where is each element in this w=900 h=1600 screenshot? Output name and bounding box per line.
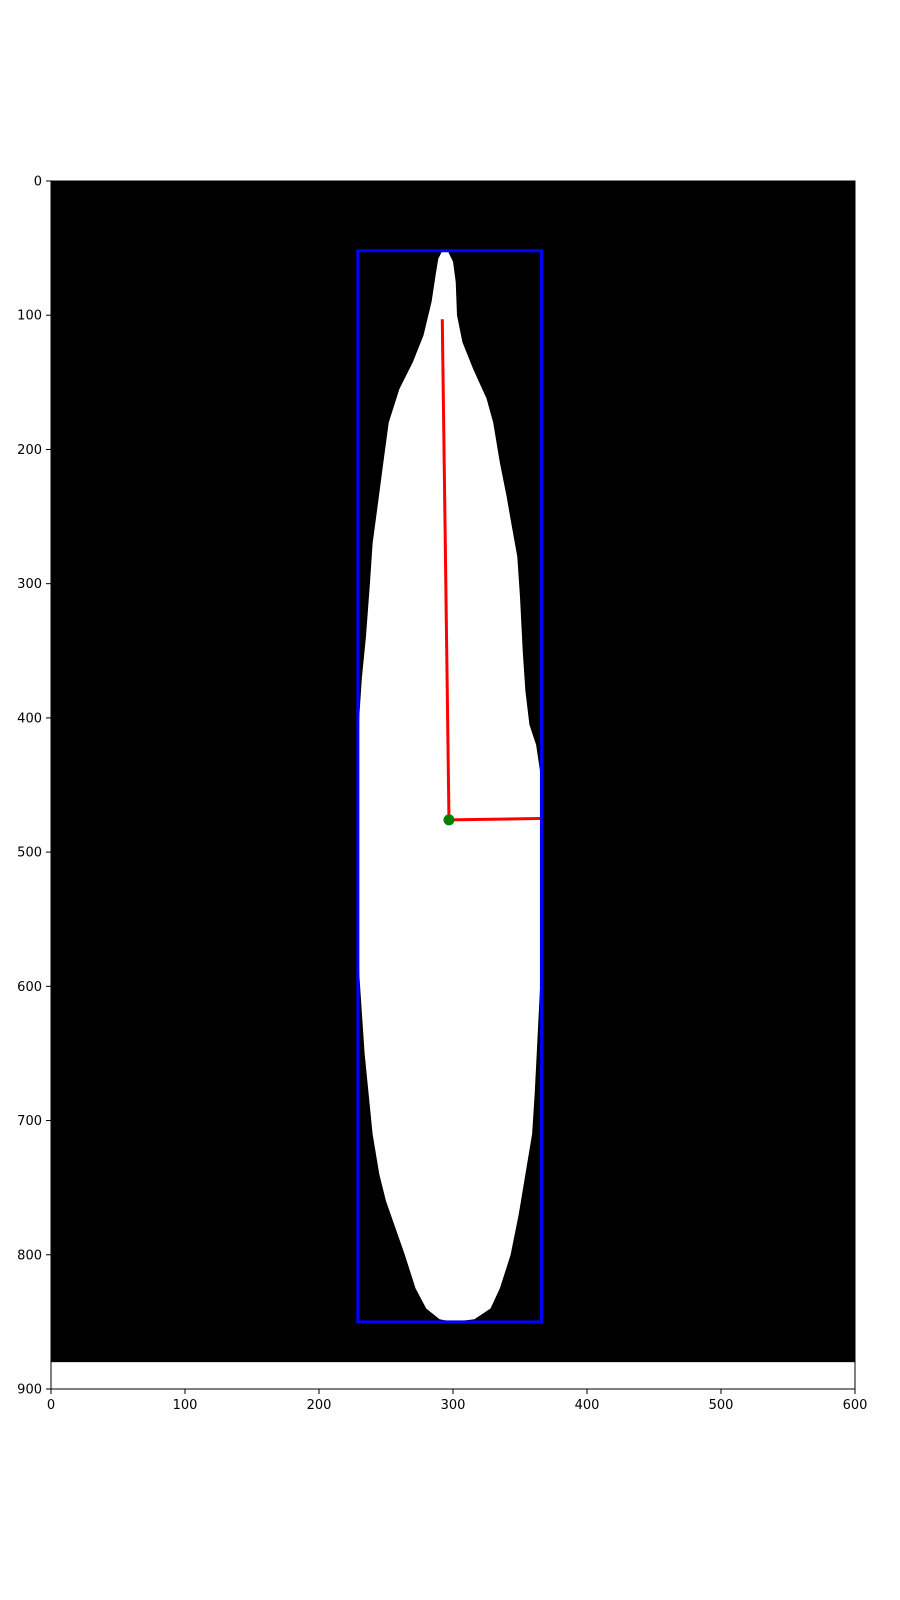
major-axis-line [440,319,451,820]
x-tick-label: 600 [843,1398,868,1413]
y-axis: 0 100 200 300 400 500 600 700 800 900 [17,175,51,1398]
axis-lines [440,319,541,822]
y-tick-label: 0 [34,175,42,190]
y-tick-label: 500 [17,846,42,861]
bounding-box [356,249,543,1324]
x-tick-label: 0 [47,1398,55,1413]
x-tick-label: 400 [575,1398,600,1413]
x-axis: 0 100 200 300 400 500 600 [47,1389,868,1413]
y-tick-label: 700 [17,1114,42,1129]
y-tick-label: 100 [17,309,42,324]
y-tick-label: 800 [17,1248,42,1263]
centroid-point [443,814,455,826]
y-tick-label: 200 [17,443,42,458]
y-tick-label: 400 [17,711,42,726]
plot-area [50,180,856,1390]
y-tick-label: 300 [17,577,42,592]
minor-axis-line [448,817,541,822]
x-tick-label: 300 [441,1398,466,1413]
y-tick-label: 600 [17,980,42,995]
y-tick-label: 900 [17,1383,42,1398]
x-tick-label: 200 [307,1398,332,1413]
x-tick-label: 100 [173,1398,198,1413]
x-tick-label: 500 [709,1398,734,1413]
